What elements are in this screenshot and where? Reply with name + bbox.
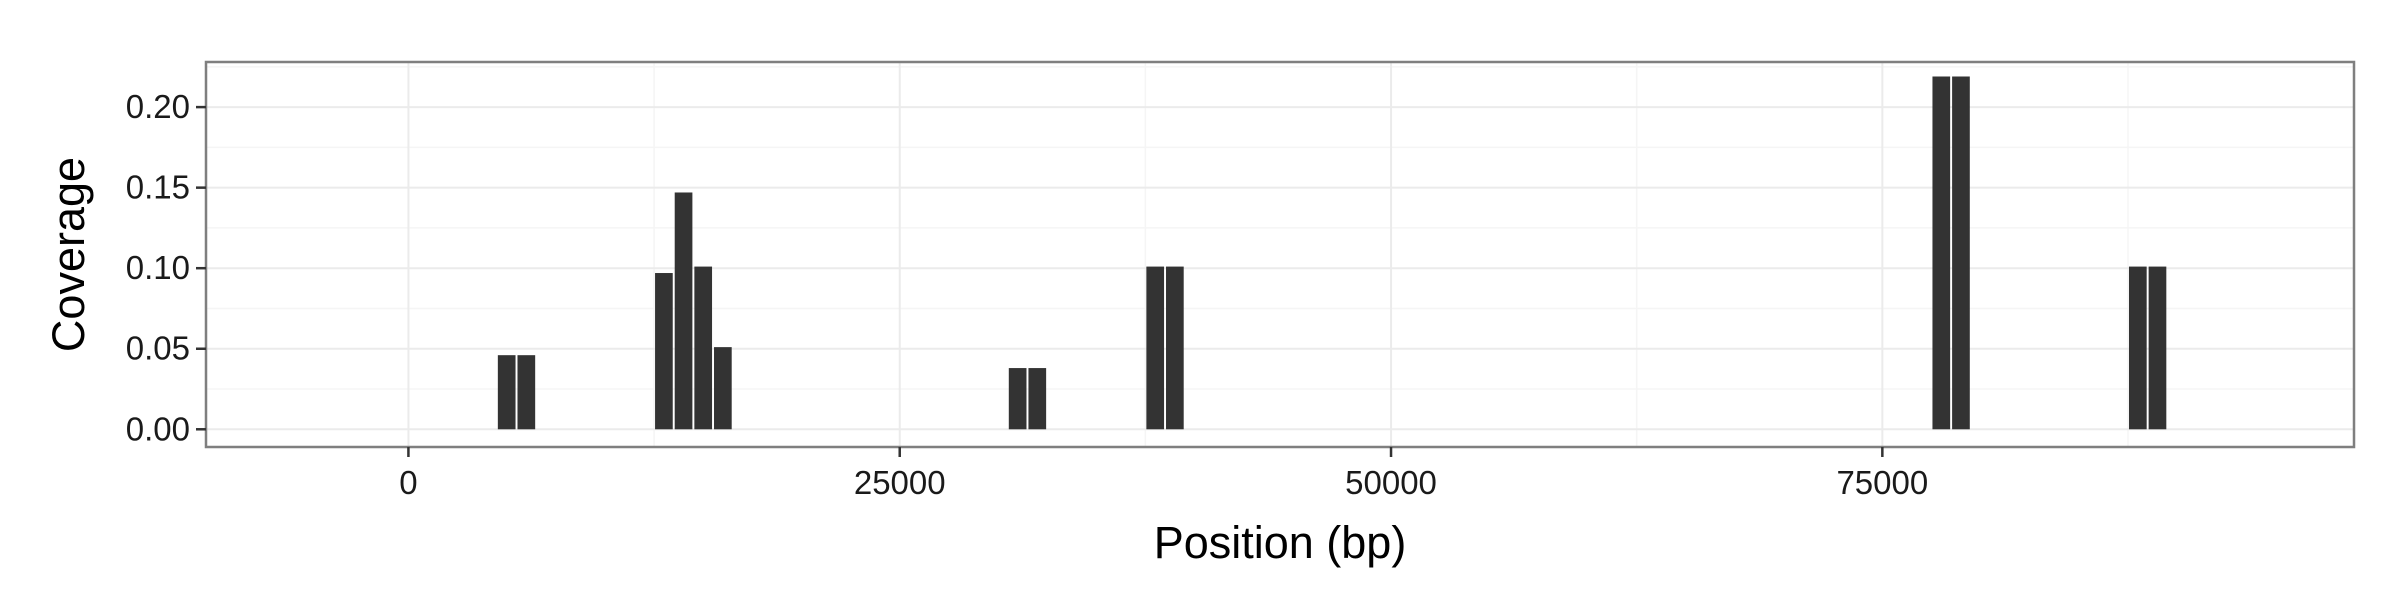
bar [1166,266,1184,430]
bars [497,76,2167,430]
bar [1952,76,1970,430]
bar [674,192,693,430]
y-tick-label: 0.05 [126,330,190,367]
bar [2128,266,2147,430]
bar [694,266,713,430]
bar [714,347,732,430]
y-tick-label: 0.00 [126,410,190,447]
y-tick-label: 0.10 [126,249,190,286]
y-axis-title: Coverage [43,157,94,352]
bar [655,273,673,430]
plot-panel-border [204,60,2356,449]
bar [1028,368,1047,430]
bar [1932,76,1951,430]
bar [1008,368,1027,430]
x-tick-label: 25000 [854,464,946,501]
x-tick-label: 0 [399,464,417,501]
axes: 0.00 0.05 0.10 0.15 0.20 0 25000 50000 75000 [126,88,1928,501]
x-axis-title: Position (bp) [1154,517,1407,568]
x-tick-label: 75000 [1836,464,1928,501]
x-tick-label: 50000 [1345,464,1437,501]
y-tick-label: 0.15 [126,169,190,206]
bar [2148,266,2167,430]
bar [517,355,536,430]
bar [497,355,516,430]
y-tick-label: 0.20 [126,88,190,125]
grid-lines [206,62,2354,447]
bar [1146,266,1165,430]
